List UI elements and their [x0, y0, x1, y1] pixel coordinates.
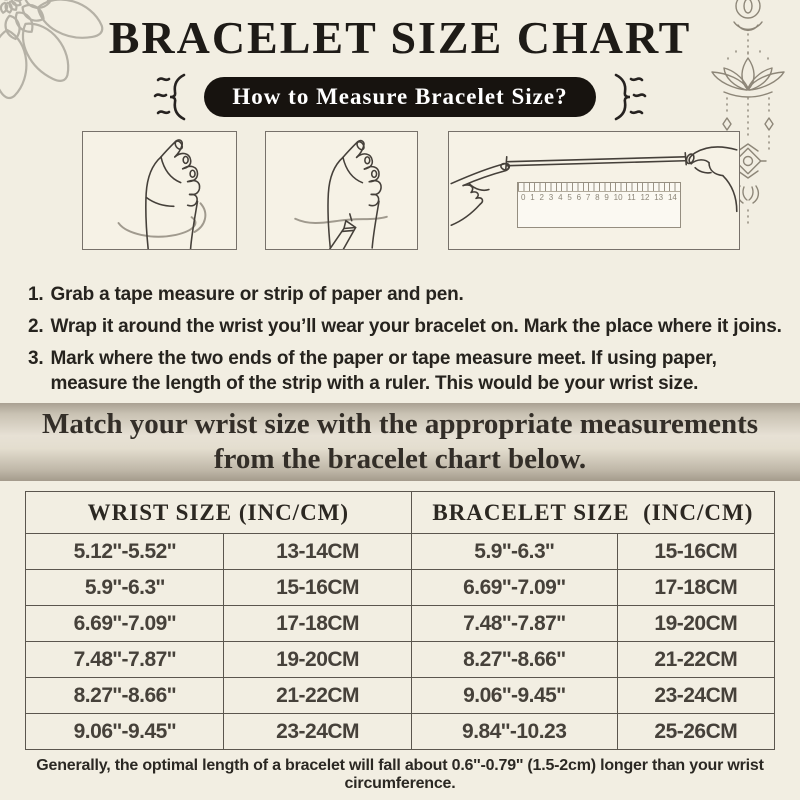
curly-bracket-squiggle-right-icon [614, 73, 646, 121]
size-table-row: 8.27''-8.66'' 21-22CM 9.06''-9.45'' 23-24CM [24, 677, 776, 714]
size-table-cell: 5.12''-5.52'' [24, 533, 225, 570]
ruler-number: 10 [613, 193, 623, 202]
mandala-flower-icon [0, 0, 104, 100]
wrist-size-header: WRIST SIZE (INC/CM) [25, 491, 412, 534]
size-table-row: 6.69''-7.09'' 17-18CM 7.48''-7.87'' 19-20CM [24, 605, 776, 642]
fist-with-pen-icon [294, 139, 388, 270]
ruler-number: 4 [558, 193, 563, 202]
hands-holding-strip-icon [450, 146, 738, 226]
size-table-cell: 5.9''-6.3'' [410, 533, 618, 570]
ruler-ticks [518, 183, 680, 192]
banner-line-2: from the bracelet chart below. [213, 443, 587, 475]
size-table-cell: 19-20CM [223, 641, 412, 678]
ruler-number: 6 [576, 193, 582, 202]
size-table-row: 9.06''-9.45'' 23-24CM 9.84''-10.23 25-26CM [24, 713, 776, 750]
hanging-lotus-ornament-icon [711, 0, 785, 224]
step-text: Wrap it around the wrist you’ll wear you… [50, 316, 782, 338]
ruler-number: 5 [567, 193, 572, 202]
size-table-cell: 17-18CM [223, 605, 412, 642]
step-text: Mark where the two ends of the paper or … [50, 348, 717, 395]
ruler-number: 0 [521, 193, 526, 202]
page-title: BRACELET SIZE CHART [108, 12, 692, 63]
size-table-cell: 9.06''-9.45'' [24, 713, 225, 750]
size-table-cell: 15-16CM [616, 533, 776, 570]
size-table-cell: 6.69''-7.09'' [410, 569, 618, 606]
ruler-number: 8 [595, 193, 600, 202]
instruction-steps: 1. Grab a tape measure or strip of paper … [28, 282, 784, 403]
ruler-number: 7 [585, 193, 591, 202]
size-table-cell: 8.27''-8.66'' [410, 641, 618, 678]
ruler-number: 11 [627, 193, 636, 202]
size-table-row: 7.48''-7.87'' 19-20CM 8.27''-8.66'' 21-22CM [24, 641, 776, 678]
size-table-cell: 23-24CM [616, 677, 776, 714]
illustration-ruler-measure: 0 1 2 3 4 5 6 7 8 9 10 11 12 13 14 [448, 131, 740, 250]
bracelet-size-header: BRACELET SIZE (INC/CM) [410, 491, 776, 534]
match-size-banner: Match your wrist size with the appropria… [0, 403, 800, 481]
size-table-header-row: WRIST SIZE (INC/CM) BRACELET SIZE (INC/C… [25, 491, 776, 534]
ruler-number: 1 [530, 193, 535, 202]
ruler-number: 14 [667, 193, 677, 202]
illustration-wrap-tape [82, 131, 237, 250]
size-table-cell: 9.84''-10.23 [410, 713, 618, 750]
how-to-measure-pill: How to Measure Bracelet Size? [204, 77, 596, 117]
ruler-numbers: 0 1 2 3 4 5 6 7 8 9 10 11 12 13 14 [518, 192, 680, 202]
instruction-step: 3. Mark where the two ends of the paper o… [28, 346, 784, 396]
size-table-cell: 5.9''-6.3'' [24, 569, 225, 606]
ruler-number: 9 [604, 193, 609, 202]
size-table-cell: 7.48''-7.87'' [410, 605, 618, 642]
size-table-cell: 19-20CM [616, 605, 776, 642]
instruction-step: 1. Grab a tape measure or strip of paper … [28, 282, 784, 307]
size-table-cell: 7.48''-7.87'' [24, 641, 225, 678]
size-table: WRIST SIZE (INC/CM) BRACELET SIZE (INC/C… [24, 491, 776, 750]
fist-with-tape-icon [117, 139, 207, 250]
ruler-number: 3 [548, 193, 554, 202]
ruler-number: 12 [640, 193, 650, 202]
illustration-mark-pen [265, 131, 418, 270]
size-table-cell: 21-22CM [616, 641, 776, 678]
size-table-cell: 8.27''-8.66'' [24, 677, 225, 714]
size-table-cell: 21-22CM [223, 677, 412, 714]
ruler-number: 2 [539, 193, 544, 202]
banner-line-1: Match your wrist size with the appropria… [41, 408, 759, 440]
size-table-cell: 13-14CM [223, 533, 412, 570]
step-text: Grab a tape measure or strip of paper an… [50, 284, 464, 305]
step-number: 3. [28, 348, 44, 370]
footer-note: Generally, the optimal length of a brace… [36, 757, 764, 792]
size-table-cell: 23-24CM [223, 713, 412, 750]
size-table-row: 5.9''-6.3'' 15-16CM 6.69''-7.09'' 17-18CM [24, 569, 776, 606]
instruction-step: 2. Wrap it around the wrist you’ll wear y… [28, 314, 784, 339]
step-number: 1. [28, 284, 44, 305]
ruler-number: 13 [654, 193, 664, 202]
step-number: 2. [28, 316, 44, 338]
ruler: 0 1 2 3 4 5 6 7 8 9 10 11 12 13 14 [517, 182, 681, 228]
curly-bracket-squiggle-left-icon [154, 73, 186, 121]
size-table-cell: 25-26CM [616, 713, 776, 750]
size-table-cell: 17-18CM [616, 569, 776, 606]
size-table-cell: 6.69''-7.09'' [24, 605, 225, 642]
size-table-cell: 9.06''-9.45'' [410, 677, 618, 714]
size-table-cell: 15-16CM [223, 569, 412, 606]
size-table-row: 5.12''-5.52'' 13-14CM 5.9''-6.3'' 15-16CM [24, 533, 776, 570]
